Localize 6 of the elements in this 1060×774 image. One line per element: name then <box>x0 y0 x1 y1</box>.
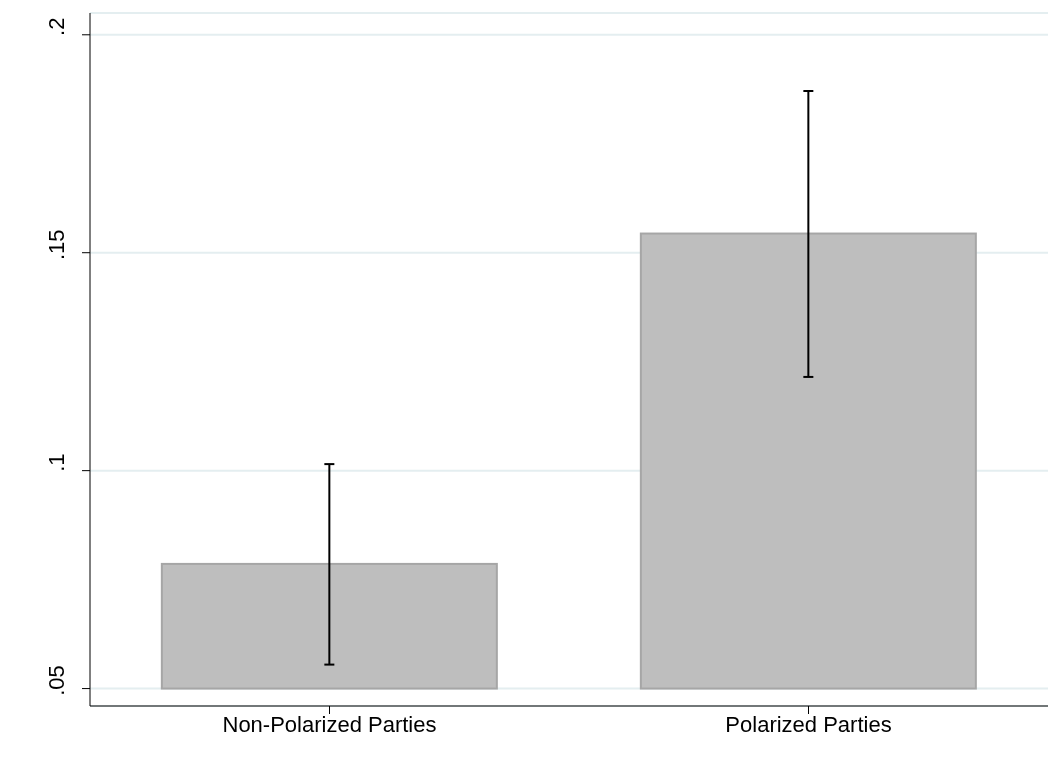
y-tick-label: .05 <box>44 665 69 696</box>
x-tick-label: Non-Polarized Parties <box>222 711 437 737</box>
x-tick-label: Polarized Parties <box>725 711 892 737</box>
y-tick-label: .15 <box>44 229 69 261</box>
y-tick-label: .1 <box>44 453 69 472</box>
y-tick-label: .2 <box>44 17 69 36</box>
